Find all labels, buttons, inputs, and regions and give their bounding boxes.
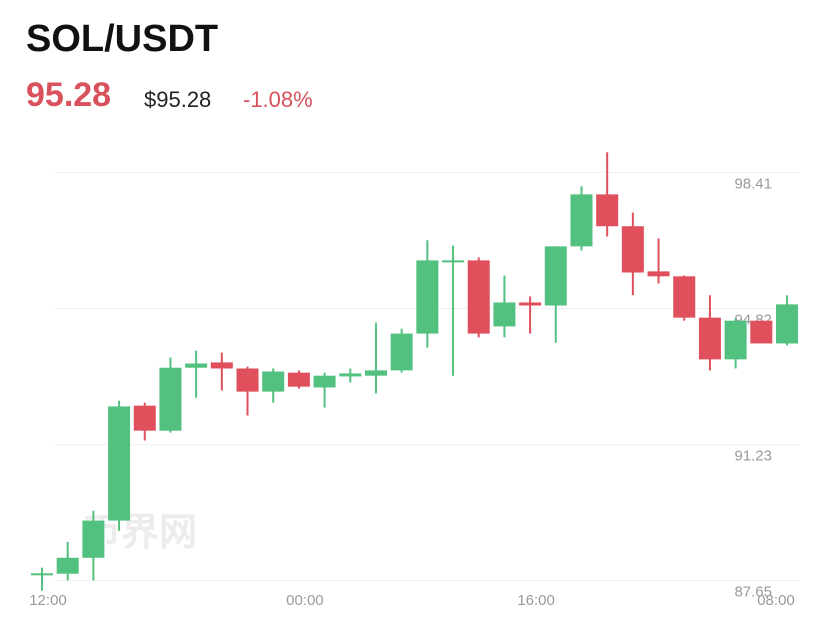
x-tick-label: 00:00 — [286, 592, 324, 609]
candle-body — [647, 271, 670, 277]
candle-body — [467, 260, 490, 334]
candle-body — [108, 406, 131, 521]
candle-body — [519, 302, 542, 306]
x-tick-label: 16:00 — [517, 592, 555, 609]
candle-body — [724, 320, 747, 360]
candle-body — [339, 373, 362, 377]
price-change: -1.08% — [243, 87, 313, 112]
candle-body — [313, 375, 336, 388]
candle-body — [262, 371, 285, 392]
candle-body — [698, 317, 721, 360]
candle-body — [185, 363, 208, 368]
candle-body — [493, 302, 516, 327]
last-price: 95.28 — [26, 76, 112, 114]
candle-body — [159, 367, 182, 431]
candle-body — [236, 368, 259, 392]
candle-body — [82, 520, 105, 558]
y-tick-label: 87.65 — [734, 583, 772, 600]
candle-body — [287, 372, 310, 387]
candle-body — [390, 333, 413, 371]
candle-body — [776, 304, 798, 344]
y-tick-label: 91.23 — [734, 448, 772, 465]
candle-body — [596, 194, 619, 227]
candle-body — [364, 370, 387, 376]
x-tick-label: 12:00 — [29, 592, 67, 609]
candle-body — [416, 260, 439, 334]
candle-body — [56, 557, 79, 574]
candle-body — [31, 573, 53, 576]
candle-body — [442, 260, 465, 263]
candle-body — [621, 226, 644, 273]
candle-body — [750, 320, 773, 344]
y-tick-label: 98.41 — [734, 175, 772, 192]
candle-body — [570, 194, 593, 247]
x-tick-label: 08:00 — [757, 592, 795, 609]
candle-body — [133, 405, 156, 431]
candle-body — [544, 246, 567, 306]
pair-title: SOL/USDT — [26, 18, 219, 60]
candle-body — [673, 276, 696, 318]
candle-body — [210, 362, 233, 369]
usd-price: $95.28 — [144, 87, 212, 112]
